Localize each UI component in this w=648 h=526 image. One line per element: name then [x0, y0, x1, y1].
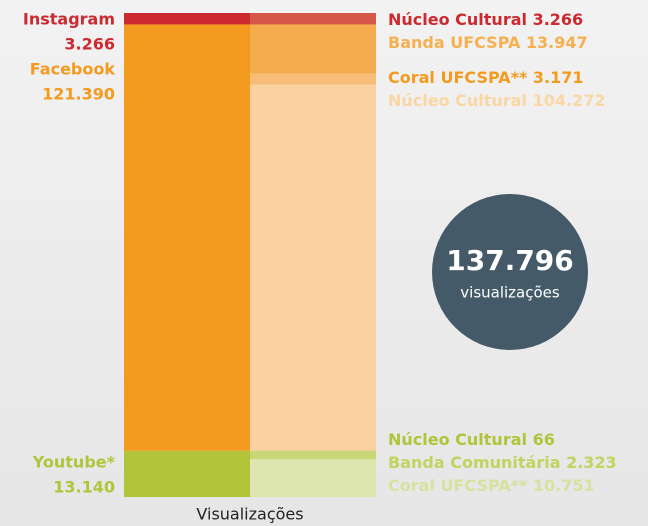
bar-segment: [250, 73, 376, 85]
segment-label: Núcleo Cultural 66: [388, 430, 555, 449]
category-label: Núcleo Cultural: [388, 430, 527, 449]
category-label: Núcleo Cultural: [388, 91, 527, 110]
bar-segment: [250, 84, 376, 451]
category-label: Facebook: [30, 60, 116, 79]
category-label: Coral UFCSPA**: [388, 476, 528, 495]
segment-label: Núcleo Cultural 104.272: [388, 91, 605, 110]
category-label: Banda Comunitária: [388, 453, 561, 472]
bar-segment: [124, 450, 250, 497]
value-label: 3.171: [533, 68, 584, 87]
bar-segment: [250, 24, 376, 74]
category-label: Youtube*: [32, 453, 116, 472]
bar-segment: [250, 13, 376, 25]
total-caption: visualizações: [460, 284, 560, 302]
value-label: 66: [533, 430, 555, 449]
category-label: Banda UFCSPA: [388, 33, 521, 52]
category-label: Núcleo Cultural: [388, 10, 527, 29]
segment-label: Coral UFCSPA** 3.171: [388, 68, 584, 87]
segment-label: Banda UFCSPA 13.947: [388, 33, 588, 52]
category-label: Coral UFCSPA**: [388, 68, 528, 87]
value-label: 121.390: [42, 85, 115, 104]
bar-segment: [124, 24, 250, 451]
value-label: 104.272: [533, 91, 606, 110]
value-label: 13.947: [526, 33, 588, 52]
bar-segment: [250, 451, 376, 460]
segment-label: Banda Comunitária 2.323: [388, 453, 617, 472]
segment-label: Núcleo Cultural 3.266: [388, 10, 583, 29]
category-label: Instagram: [23, 10, 115, 29]
bar-segment: [250, 459, 376, 497]
value-label: 2.323: [566, 453, 617, 472]
value-label: 10.751: [533, 476, 595, 495]
value-label: 3.266: [64, 35, 115, 54]
bar-segment: [124, 13, 250, 25]
total-value: 137.796: [446, 244, 574, 277]
value-label: 13.140: [53, 478, 115, 497]
total-badge: [432, 194, 588, 350]
value-label: 3.266: [533, 10, 584, 29]
segment-label: Coral UFCSPA** 10.751: [388, 476, 595, 495]
x-axis-label: Visualizações: [196, 505, 303, 524]
